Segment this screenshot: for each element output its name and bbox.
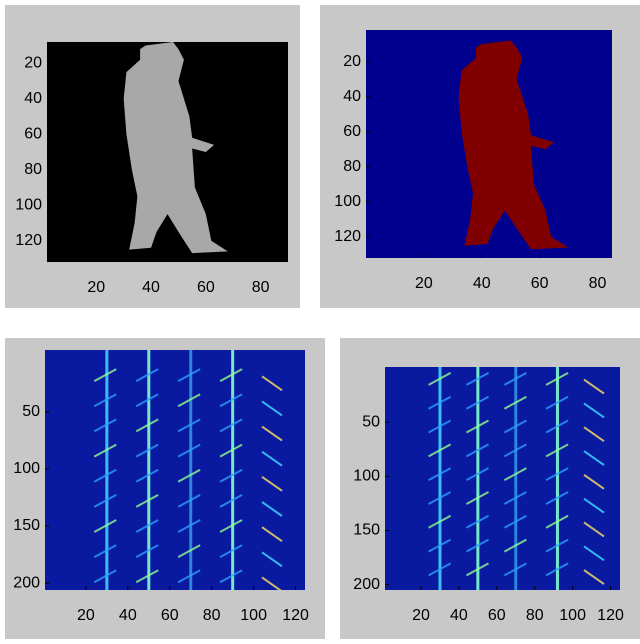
y-tick-label: 20: [24, 55, 42, 72]
x-tick-label: 20: [415, 275, 433, 292]
x-tick-label: 120: [597, 607, 624, 624]
y-tick-label: 60: [24, 125, 42, 142]
y-tick-label: 80: [343, 158, 361, 175]
x-tick-label: 100: [240, 607, 267, 624]
x-tick-label: 40: [450, 607, 468, 624]
y-tick-label: 20: [343, 53, 361, 70]
x-tick-label: 60: [531, 275, 549, 292]
x-tick-label: 20: [87, 279, 105, 296]
y-tick-label: 50: [22, 403, 40, 420]
y-tick-label: 120: [15, 232, 42, 249]
axes: 20 40 60 80 100 120 50 100 150 200: [13, 350, 309, 624]
y-tick-label: 40: [24, 90, 42, 107]
y-tick-label: 50: [362, 413, 380, 430]
y-tick-label: 40: [343, 88, 361, 105]
x-tick-label: 20: [412, 607, 430, 624]
y-tick-label: 100: [13, 460, 40, 477]
y-tick-label: 120: [334, 228, 361, 245]
y-tick-label: 100: [15, 196, 42, 213]
x-tick-label: 20: [77, 607, 95, 624]
y-tick-label: 150: [13, 517, 40, 534]
y-tick-label: 60: [343, 123, 361, 140]
x-tick-label: 80: [526, 607, 544, 624]
x-tick-label: 40: [119, 607, 137, 624]
y-tick-label: 150: [353, 522, 380, 539]
y-tick-label: 100: [353, 468, 380, 485]
x-tick-label: 40: [142, 279, 160, 296]
axes: 20 40 60 80 100 120 50 100 150 200: [353, 367, 624, 624]
x-tick-label: 80: [589, 275, 607, 292]
axes: 20 40 60 80 20 40 60 80 100 120: [15, 42, 288, 296]
x-tick-label: 60: [197, 279, 215, 296]
y-tick-label: 200: [13, 574, 40, 591]
image-background: [385, 367, 620, 590]
y-tick-label: 100: [334, 193, 361, 210]
y-tick-label: 200: [353, 576, 380, 593]
x-tick-label: 120: [282, 607, 309, 624]
x-tick-label: 60: [488, 607, 506, 624]
axes: 20 40 60 80 20 40 60 80 100 120: [334, 30, 612, 292]
x-tick-label: 100: [559, 607, 586, 624]
y-tick-label: 80: [24, 161, 42, 178]
x-tick-label: 80: [203, 607, 221, 624]
x-tick-label: 80: [252, 279, 270, 296]
x-tick-label: 60: [161, 607, 179, 624]
x-tick-label: 40: [473, 275, 491, 292]
figure: 20 40 60 80 20 40 60 80 100 120 20 40 60 80 20 40 60 80 10…: [0, 0, 640, 639]
